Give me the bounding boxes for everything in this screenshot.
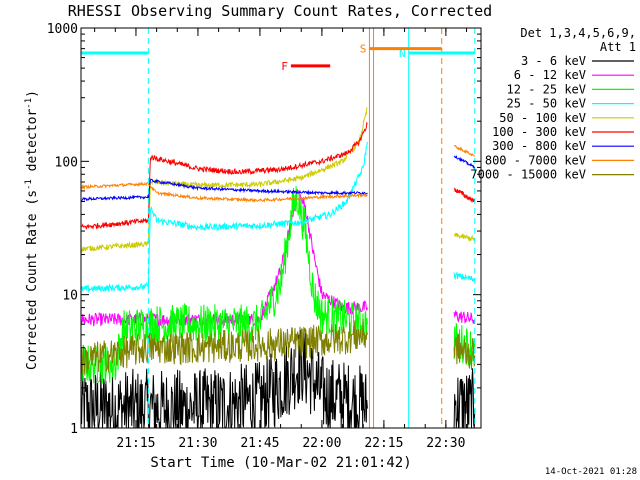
data-layer — [81, 107, 476, 428]
y-axis-label: Corrected Count Rate (s-1 detector-1) — [24, 90, 40, 370]
legend-header: Det 1,3,4,5,6,9, — [520, 26, 636, 40]
series-line-6-segment-1 — [81, 121, 368, 230]
legend-label-6: 100 - 300 keV — [492, 125, 586, 139]
marker-layer: N N F S — [71, 28, 476, 428]
series-line-3-segment-1 — [81, 186, 368, 385]
series-line-5-segment-2 — [453, 232, 476, 243]
legend-label-1: 3 - 6 keV — [521, 54, 586, 68]
series-line-2-segment-2 — [453, 310, 476, 325]
legend-label-8: 800 - 7000 keV — [485, 153, 586, 167]
x-tick-label-2: 21:30 — [178, 436, 217, 451]
series-line-4-segment-2 — [453, 271, 475, 283]
chart-title: RHESSI Observing Summary Count Rates, Co… — [68, 2, 492, 20]
legend-label-7: 300 - 800 keV — [492, 139, 586, 153]
legend-label-4: 25 - 50 keV — [507, 97, 586, 111]
x-tick-label-3: 21:45 — [240, 436, 279, 451]
flag-label-4: S — [360, 43, 367, 56]
series-line-8-segment-1 — [81, 181, 368, 204]
footer-date: 14-Oct-2021 01:28 — [545, 467, 637, 477]
series-line-1-segment-1 — [81, 329, 368, 428]
x-tick-label-6: 22:30 — [426, 436, 465, 451]
y-tick-label-4: 1000 — [47, 22, 78, 37]
series-line-5-segment-1 — [81, 107, 368, 254]
legend-label-3: 12 - 25 keV — [507, 82, 586, 96]
series-line-4-segment-1 — [81, 141, 368, 294]
plot-frame — [80, 27, 482, 429]
legend-header-att: Att 1 — [600, 40, 636, 54]
series-line-1-segment-2 — [453, 368, 476, 428]
legend-label-2: 6 - 12 keV — [514, 68, 586, 82]
flag-label-3: F — [281, 60, 288, 73]
legend-label-9: 7000 - 15000 keV — [470, 168, 586, 182]
series-line-7-segment-1 — [81, 178, 368, 202]
y-tick-label-2: 10 — [62, 289, 78, 304]
tick-layer: 1 10 100 1000 21:15 21:30 21:45 22:00 22:15 22:30 — [47, 22, 481, 451]
legend-label-5: 50 - 100 keV — [499, 111, 586, 125]
x-axis-label: Start Time (10-Mar-02 21:01:42) — [150, 455, 411, 471]
series-line-9-segment-2 — [453, 334, 476, 370]
series-line-9-segment-1 — [81, 318, 368, 376]
y-tick-label-1: 1 — [70, 422, 78, 437]
series-line-8-segment-2 — [453, 145, 476, 157]
y-tick-label-3: 100 — [55, 155, 78, 170]
x-tick-label-1: 21:15 — [116, 436, 155, 451]
series-line-7-segment-2 — [453, 155, 476, 170]
flag-label-2: N — [399, 47, 406, 60]
x-tick-label-5: 22:15 — [364, 436, 403, 451]
x-tick-label-4: 22:00 — [302, 436, 341, 451]
series-line-2-segment-1 — [81, 189, 368, 328]
flag-label-1: N — [71, 47, 78, 60]
series-line-6-segment-2 — [454, 187, 476, 203]
